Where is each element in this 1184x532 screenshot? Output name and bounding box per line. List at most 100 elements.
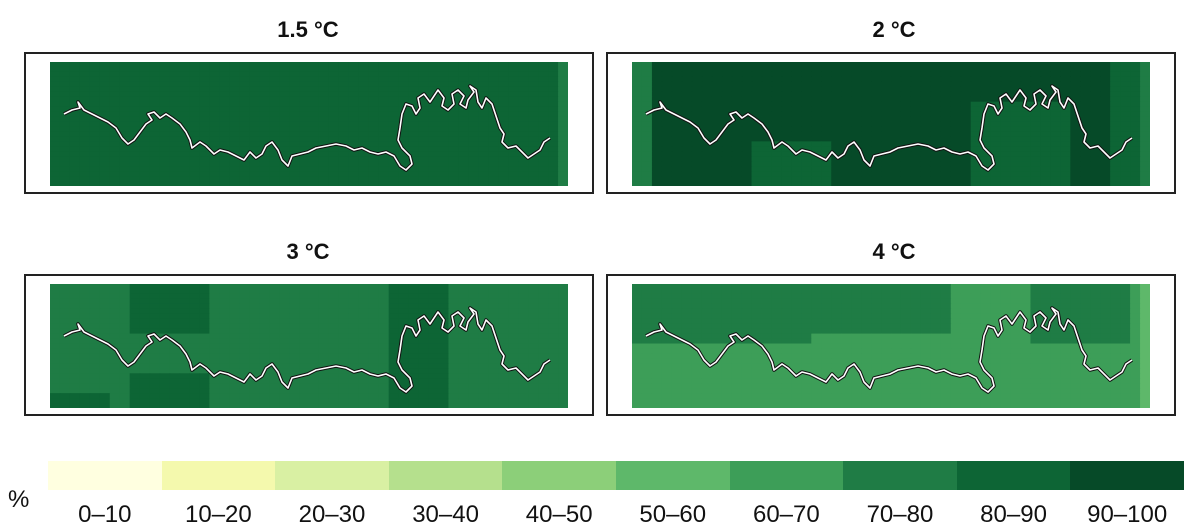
map-cell [671,71,683,78]
map-cell [69,318,81,325]
map-cell [199,358,210,364]
map-cell [468,383,479,389]
map-cell [558,338,568,345]
map-cell [851,176,862,182]
map-cell [498,383,509,389]
map-cell [1020,86,1032,93]
map-cell [990,86,1002,93]
map-cell [811,358,822,364]
map-cell [741,348,753,355]
map-cell [428,166,440,172]
map-cell [368,86,380,93]
map-cell [129,131,141,137]
map-cell [691,131,703,137]
map-cell [1030,141,1042,147]
map-cell [1060,358,1071,364]
map-cell [671,151,683,157]
map-cell [69,363,81,369]
map-cell [548,86,559,93]
map-cell [418,66,430,73]
map-cell [518,106,529,113]
map-cell [791,353,802,359]
map-cell [179,298,191,305]
map-cell [338,348,350,355]
map-cell [881,303,892,310]
river-line [645,85,1133,171]
map-cell [358,403,370,408]
map-cell [269,398,280,404]
map-cell [980,333,992,340]
map-cell [731,66,743,73]
map-cell [701,141,713,147]
map-cell [129,298,141,305]
map-cell [980,373,992,379]
map-cell [891,111,902,118]
map-cell [950,338,962,345]
map-cell [59,81,71,88]
map-cell [50,388,61,394]
map-cell [338,81,350,88]
map-cell [398,96,410,103]
map-cell [990,96,1002,103]
map-cell [651,323,663,330]
map-cell [930,378,942,384]
map-cell [229,116,240,123]
map-cell [851,136,862,142]
map-cell [219,96,230,103]
map-cell [1130,166,1141,172]
map-cell [209,323,220,330]
map-cell [169,91,181,98]
map-cell [701,308,713,315]
map-cell [189,116,201,123]
map-cell [1010,308,1022,315]
map-cell [299,383,310,389]
map-cell [428,71,440,78]
map-cell [269,156,280,162]
map-cell [99,348,111,355]
map-cell [259,151,270,157]
map-cell [388,141,400,147]
map-cell [328,111,340,118]
map-cell [448,86,460,93]
map-cell [851,313,862,320]
map-cell [538,383,549,389]
map-cell [299,101,310,108]
map-cell [548,156,559,162]
map-cell [990,62,1002,68]
map-cell [159,313,171,320]
map-cell [338,131,350,137]
map-cell [69,308,81,315]
map-cell [119,156,131,162]
map-cell [269,151,280,157]
map-cell [831,76,842,83]
map-cell [169,358,181,364]
map-cell [538,284,549,290]
map-cell [681,126,693,133]
map-cell [711,126,723,133]
map-cell [199,136,210,142]
map-cell [149,293,161,300]
map-cell [109,121,121,128]
map-cell [408,288,420,295]
map-cell [179,96,191,103]
map-cell [378,284,390,290]
map-cell [701,323,713,330]
map-cell [651,338,663,345]
map-cell [871,146,882,152]
map-cell [741,156,753,162]
map-cell [801,91,812,98]
map-cell [259,313,270,320]
map-cell [1080,303,1091,310]
map-cell [89,181,101,186]
map-cell [950,116,962,123]
map-cell [990,363,1002,369]
map-cell [219,313,230,320]
map-cell [811,383,822,389]
map-cell [468,348,479,355]
map-cell [851,106,862,113]
map-cell [488,131,499,137]
map-cell [279,81,290,88]
map-cell [841,136,852,142]
map-cell [781,76,792,83]
map-cell [338,373,350,379]
